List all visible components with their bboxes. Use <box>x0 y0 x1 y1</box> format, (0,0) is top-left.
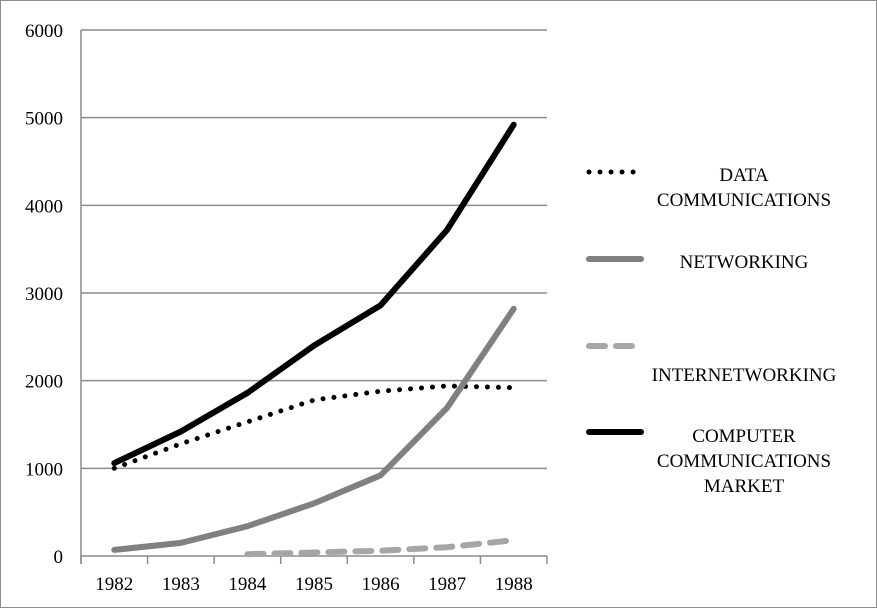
x-tick-label: 1985 <box>295 574 333 595</box>
y-tick-label: 5000 <box>25 109 63 130</box>
series-line-networking <box>111 305 517 553</box>
legend-label: COMMUNICATIONS <box>657 190 831 211</box>
legend-label: COMPUTER <box>692 426 796 447</box>
legend-label: MARKET <box>704 476 785 497</box>
y-tick-label: 1000 <box>25 459 63 480</box>
y-tick-label: 6000 <box>25 21 63 42</box>
legend-label: COMMUNICATIONS <box>657 451 831 472</box>
x-tick-label: 1987 <box>428 574 466 595</box>
series-line-internetworking <box>244 537 517 558</box>
series-line-computer-communications-market <box>111 121 517 467</box>
legend-label: NETWORKING <box>680 252 809 273</box>
x-tick-label: 1984 <box>228 574 267 595</box>
x-tick-label: 1982 <box>95 574 133 595</box>
legend-label: INTERNETWORKING <box>652 365 837 386</box>
y-tick-label: 2000 <box>25 372 63 393</box>
x-tick-label: 1988 <box>495 574 533 595</box>
legend-label: DATA <box>719 165 768 186</box>
y-tick-label: 4000 <box>25 196 63 217</box>
x-tick-label: 1983 <box>162 574 200 595</box>
y-tick-label: 0 <box>54 547 64 568</box>
series-line-data-communications <box>111 383 517 471</box>
x-tick-label: 1986 <box>362 574 400 595</box>
y-tick-label: 3000 <box>25 284 63 305</box>
